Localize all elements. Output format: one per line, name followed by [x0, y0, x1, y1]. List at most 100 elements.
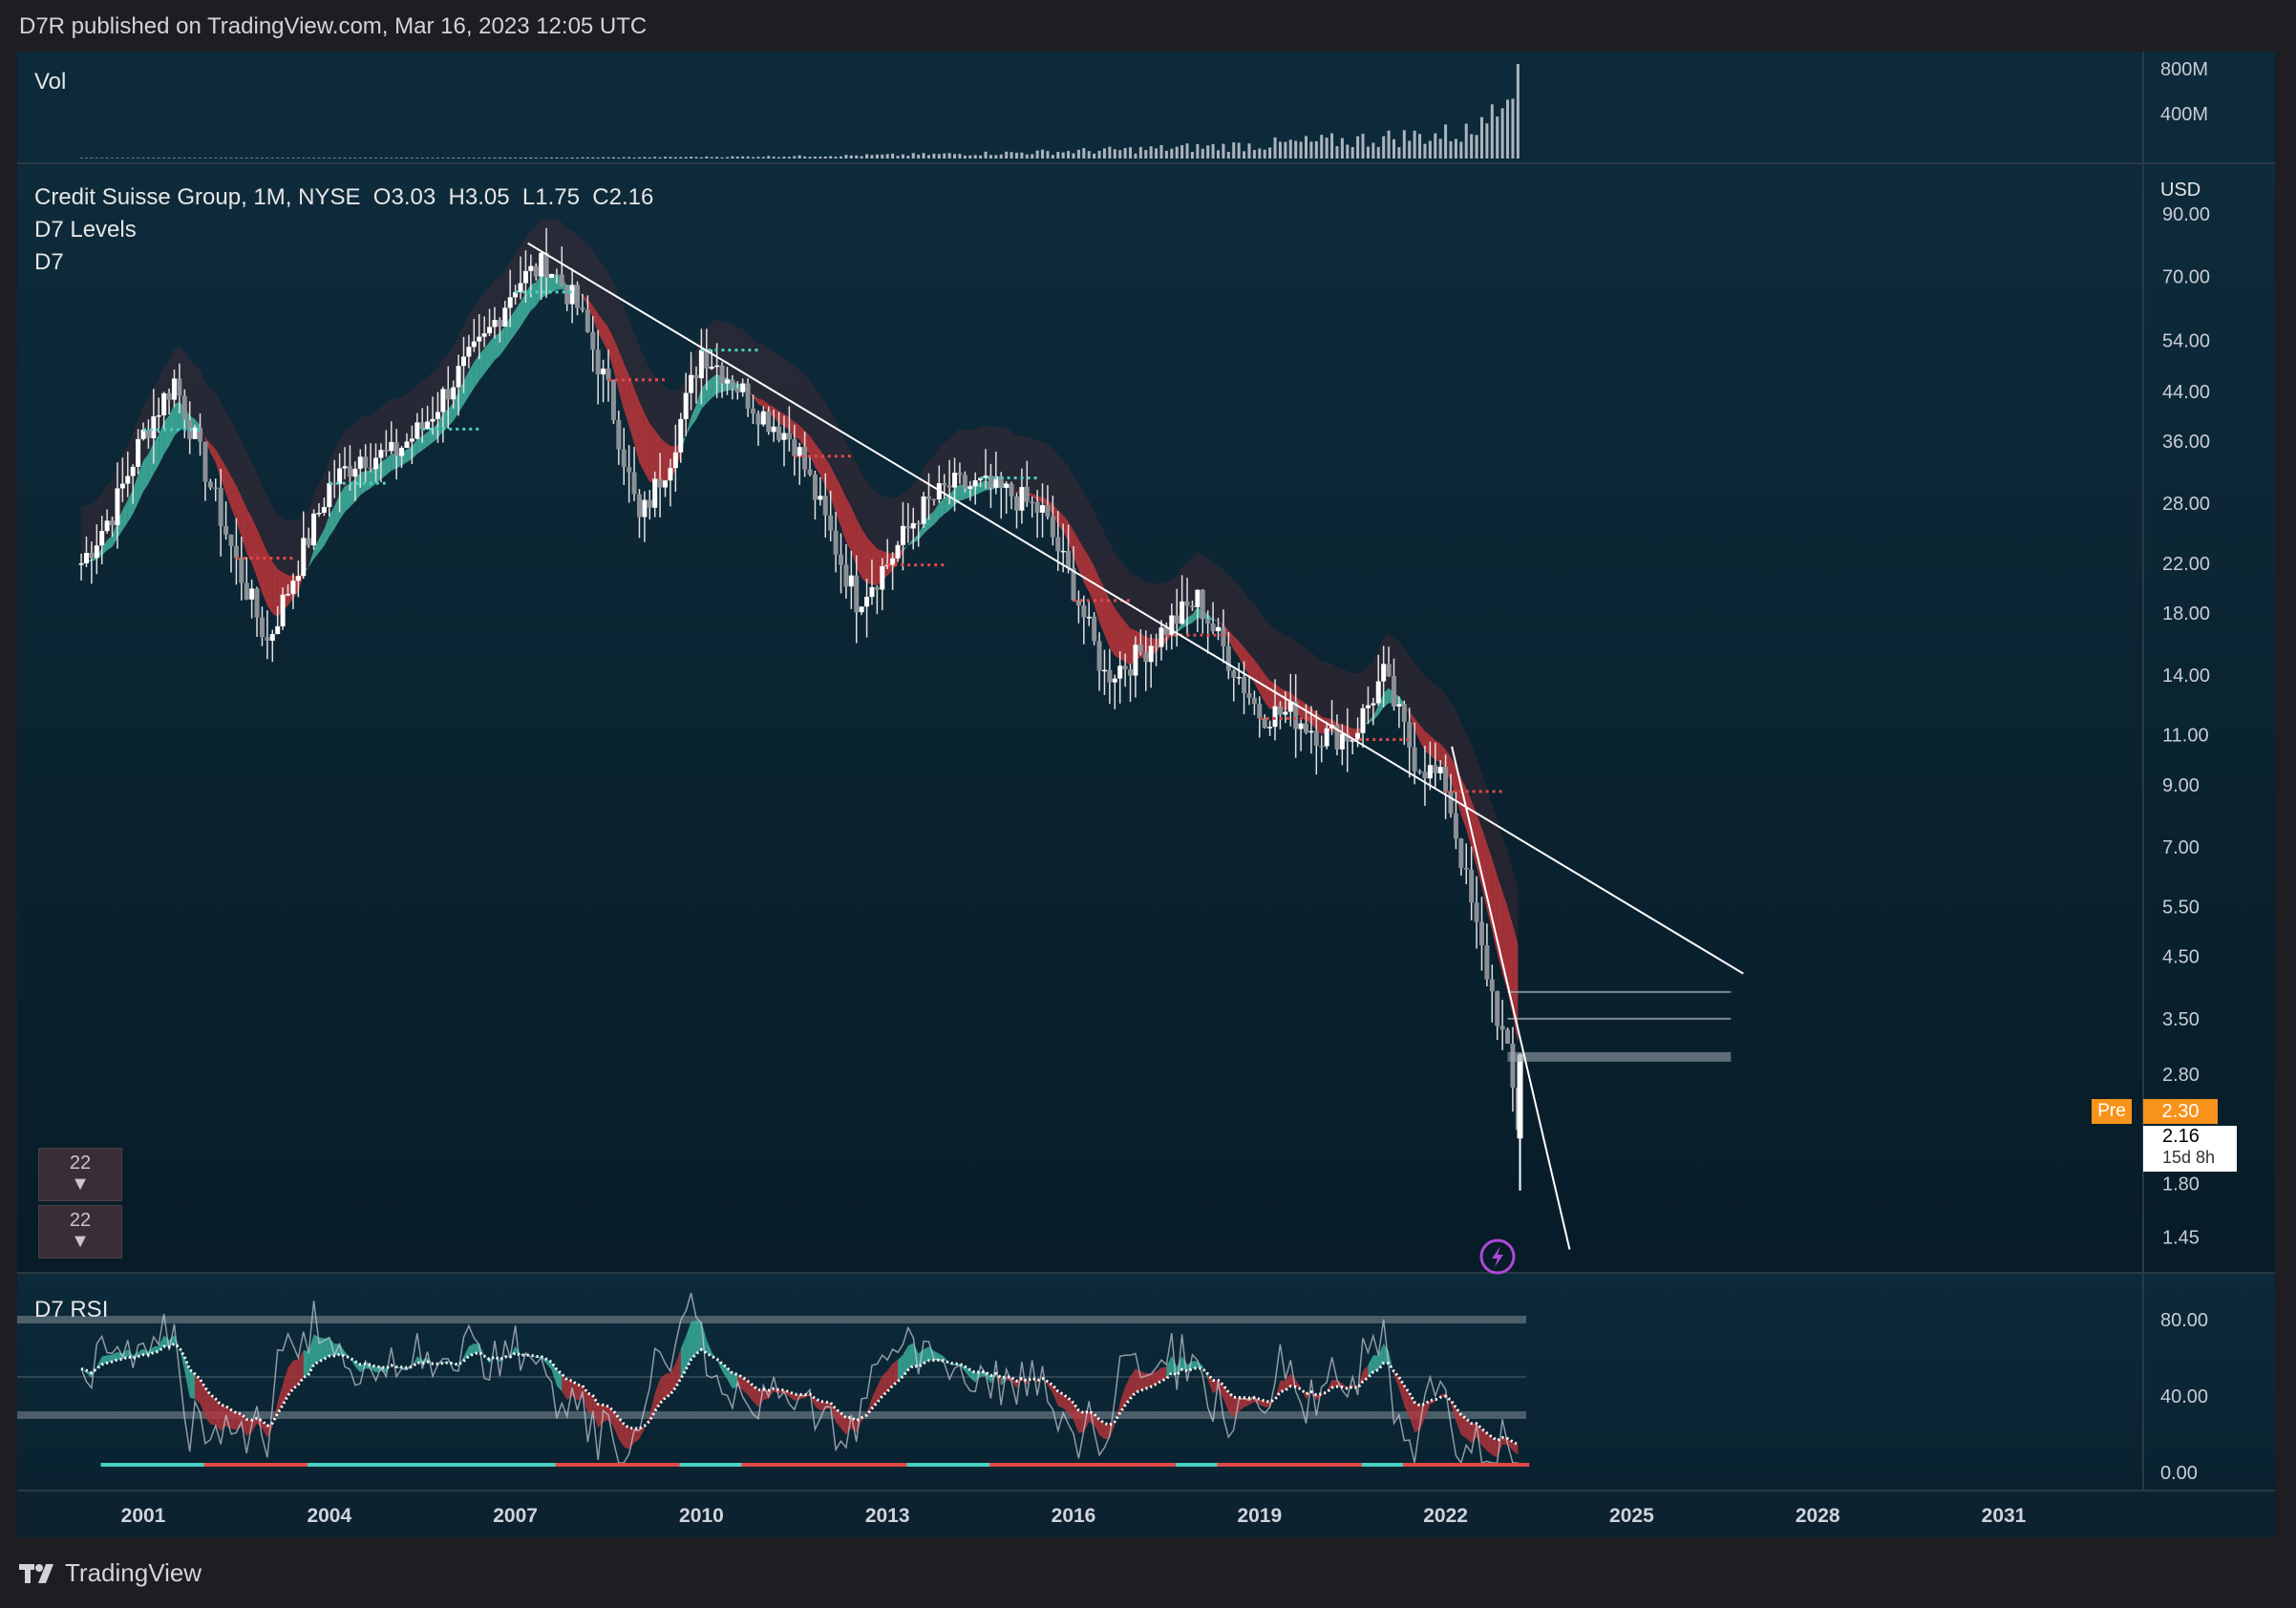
premarket-tag: Pre [2092, 1099, 2132, 1124]
volume-bar [1226, 152, 1230, 159]
volume-bar [1340, 138, 1344, 159]
volume-bar [219, 158, 223, 159]
candle-body [1195, 589, 1201, 607]
candle-body [295, 576, 301, 582]
volume-bar [979, 155, 983, 159]
rsi-fill-up [530, 1355, 537, 1359]
ribbon-up [510, 309, 516, 342]
volume-bar [906, 155, 910, 159]
volume-bar [266, 158, 269, 159]
candle-body [734, 388, 740, 392]
candle-body [1437, 767, 1443, 773]
candle-body [290, 581, 296, 594]
volume-bar [152, 158, 156, 159]
candle-body [678, 418, 684, 453]
volume-bar [932, 153, 936, 159]
ribbon-down [634, 388, 640, 463]
ribbon-down [1269, 680, 1276, 709]
ribbon-up [980, 480, 987, 493]
ribbon-down [628, 374, 635, 444]
candle-body [1495, 990, 1500, 1026]
candle-body [1189, 605, 1195, 607]
volume-bar [1217, 150, 1221, 159]
volume-bar [1149, 146, 1153, 159]
volume-bar [653, 157, 657, 159]
ribbon-up [112, 520, 117, 547]
volume-bar [1014, 152, 1018, 159]
candle-body [714, 365, 720, 368]
ribbon-down [840, 486, 846, 542]
candle-body [1200, 589, 1205, 620]
volume-bar [756, 157, 760, 159]
lightning-icon[interactable] [1479, 1238, 1516, 1275]
rsi-fill-down [670, 1363, 676, 1395]
volume-bar [752, 157, 755, 159]
ribbon-down [654, 430, 661, 483]
ribbon-up [489, 335, 495, 368]
candle-body [1060, 550, 1066, 553]
candle-body [1045, 504, 1051, 517]
volume-bar [643, 157, 647, 159]
volume-axis: 800M 400M [2160, 59, 2208, 125]
candle-body [1221, 626, 1226, 646]
volume-bar [860, 156, 863, 159]
ribbon-up [924, 516, 929, 535]
candle-body [1313, 730, 1319, 746]
candle-body [946, 485, 952, 488]
candle-body [130, 466, 136, 476]
candle-body [693, 374, 699, 379]
rsi-fill-down [871, 1386, 878, 1409]
volume-bar [1496, 116, 1499, 159]
trendlines[interactable] [527, 242, 1744, 1250]
volume-bar [1196, 143, 1200, 159]
ribbon-down [1057, 510, 1064, 532]
footer-brand[interactable]: TradingView [19, 1558, 202, 1588]
volume-bar [901, 154, 904, 159]
candle-body [1159, 627, 1164, 647]
candle-body [689, 374, 694, 393]
rsi-fill-up [1389, 1350, 1394, 1376]
volume-bar [963, 155, 967, 159]
volume-bar [312, 158, 316, 159]
candle-body [181, 395, 187, 420]
ribbon-up [907, 538, 914, 546]
ribbon-down [204, 437, 211, 454]
volume-bar [1459, 141, 1463, 159]
last-price: 2.16 [2162, 1126, 2200, 1147]
rsi-fill-down [763, 1389, 769, 1401]
collapse-button-2[interactable]: 22 ▼ [38, 1205, 122, 1259]
rsi-fill-up [695, 1320, 702, 1354]
volume-bar [1268, 147, 1272, 159]
candle-body [709, 367, 714, 370]
ribbon-up [427, 428, 434, 447]
volume-bar [549, 157, 553, 159]
collapse-button-1[interactable]: 22 ▼ [38, 1148, 122, 1201]
volume-bar [1371, 142, 1375, 159]
volume-bar [250, 158, 254, 159]
ribbon-up [422, 432, 428, 451]
volume-bar [214, 158, 218, 159]
volume-bar [870, 155, 874, 159]
rsi-axis: 80.00 40.00 0.00 [2160, 1310, 2208, 1484]
ribbon-down [598, 313, 604, 343]
rsi-fill-down [753, 1386, 758, 1407]
candle-body [518, 283, 523, 292]
ribbon-up [117, 510, 123, 539]
rsi-fill-down [1145, 1372, 1152, 1389]
rsi-fill-down [649, 1392, 655, 1421]
trendline [527, 242, 1744, 975]
volume-bar [100, 158, 104, 159]
candle-body [249, 588, 255, 600]
chart-frame[interactable]: 90.00 70.00 54.00 44.00 36.00 28.00 22.00 18.00… [17, 52, 2275, 1537]
rsi-fill-down [1057, 1391, 1064, 1408]
candle-body [616, 420, 622, 450]
rsi-fill-down [1119, 1386, 1126, 1413]
chart-svg[interactable]: 90.00 70.00 54.00 44.00 36.00 28.00 22.00 18.00… [17, 52, 2275, 1537]
candle-body [890, 558, 896, 565]
ribbon-up [933, 502, 940, 525]
candle-body [1231, 670, 1237, 678]
candle-body [1034, 501, 1040, 513]
candle-body [988, 476, 993, 488]
ribbon-up [406, 446, 413, 463]
price-tick: 36.00 [2162, 432, 2210, 453]
